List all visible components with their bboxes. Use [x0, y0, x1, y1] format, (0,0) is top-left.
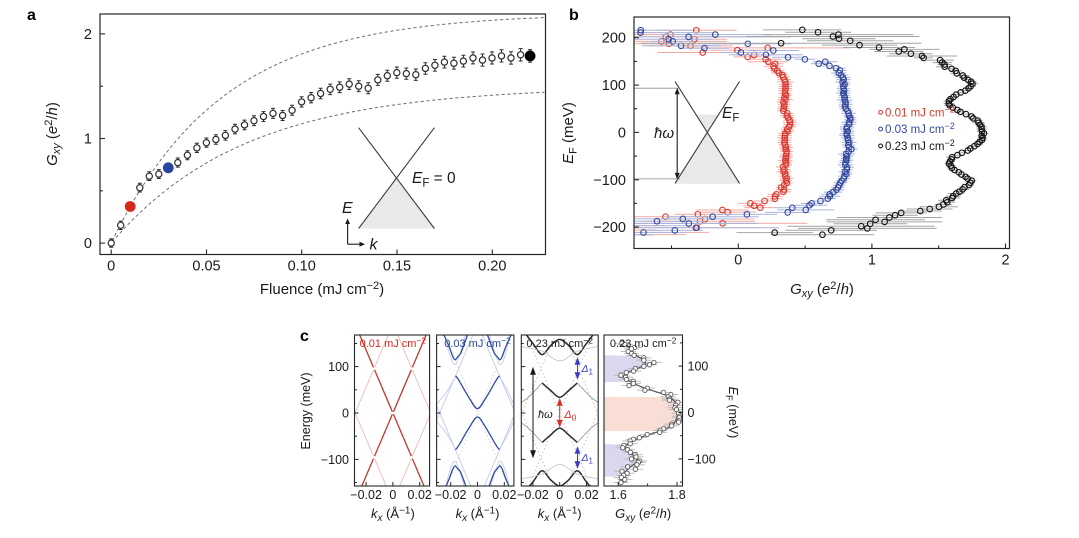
svg-text:EF: EF	[722, 105, 739, 125]
svg-text:Gxy (e2/h): Gxy (e2/h)	[43, 102, 63, 166]
svg-text:−200: −200	[593, 220, 626, 236]
svg-text:0.01 mJ cm−2: 0.01 mJ cm−2	[885, 104, 955, 119]
svg-text:0.15: 0.15	[383, 259, 411, 275]
svg-text:0.02: 0.02	[574, 488, 598, 502]
svg-text:k: k	[370, 237, 379, 254]
svg-text:−100: −100	[688, 452, 716, 466]
svg-text:1: 1	[84, 132, 92, 148]
svg-text:2: 2	[84, 27, 92, 43]
svg-text:−0.02: −0.02	[517, 488, 549, 502]
svg-text:100: 100	[602, 78, 626, 94]
svg-text:EF = 0: EF = 0	[412, 170, 456, 190]
svg-text:Δ0: Δ0	[563, 409, 576, 423]
svg-text:0.23 mJ cm−2: 0.23 mJ cm−2	[885, 138, 955, 153]
svg-text:EF (meV): EF (meV)	[560, 102, 580, 164]
svg-text:Δ1: Δ1	[581, 363, 594, 377]
svg-text:0: 0	[474, 488, 481, 502]
svg-text:0.10: 0.10	[288, 259, 316, 275]
svg-text:Energy (meV): Energy (meV)	[299, 372, 313, 449]
svg-text:1.8: 1.8	[668, 488, 685, 502]
svg-text:0.01 mJ cm−2: 0.01 mJ cm−2	[360, 336, 427, 351]
svg-text:Fluence (mJ cm−2): Fluence (mJ cm−2)	[260, 280, 384, 298]
svg-text:0.02: 0.02	[408, 488, 432, 502]
svg-text:E: E	[342, 200, 353, 217]
svg-text:0: 0	[107, 259, 115, 275]
svg-text:0: 0	[618, 125, 626, 141]
svg-text:2: 2	[1001, 253, 1009, 269]
svg-text:b: b	[569, 7, 579, 24]
svg-text:0.03 mJ cm−2: 0.03 mJ cm−2	[885, 121, 955, 136]
svg-text:0.03 mJ cm−2: 0.03 mJ cm−2	[444, 336, 511, 351]
svg-text:100: 100	[328, 360, 349, 374]
svg-text:−100: −100	[593, 173, 626, 189]
svg-text:0: 0	[84, 236, 92, 252]
svg-text:0: 0	[389, 488, 396, 502]
svg-text:200: 200	[602, 31, 626, 47]
svg-text:ħω: ħω	[654, 125, 674, 142]
svg-text:c: c	[300, 328, 309, 345]
svg-text:100: 100	[688, 360, 709, 374]
svg-text:EF (meV): EF (meV)	[723, 387, 740, 439]
svg-text:0: 0	[688, 406, 695, 420]
svg-text:0: 0	[342, 407, 349, 421]
svg-text:kx (Å−1): kx (Å−1)	[538, 506, 582, 525]
svg-text:−0.02: −0.02	[350, 488, 382, 502]
svg-text:Gxy (e2/h): Gxy (e2/h)	[615, 506, 671, 525]
svg-text:0.20: 0.20	[478, 259, 506, 275]
svg-text:−100: −100	[321, 453, 349, 467]
svg-text:0: 0	[556, 488, 563, 502]
svg-text:ħω: ħω	[538, 409, 553, 421]
svg-text:kx (Å−1): kx (Å−1)	[456, 506, 500, 525]
svg-text:0.02: 0.02	[492, 488, 516, 502]
svg-text:0.23 mJ cm−2: 0.23 mJ cm−2	[526, 336, 593, 351]
svg-text:0: 0	[734, 253, 742, 269]
svg-text:1.6: 1.6	[610, 488, 627, 502]
svg-text:0.05: 0.05	[192, 259, 220, 275]
svg-text:kx (Å−1): kx (Å−1)	[371, 506, 415, 525]
svg-text:a: a	[27, 7, 36, 24]
svg-text:1: 1	[868, 253, 876, 269]
svg-text:Gxy (e2/h): Gxy (e2/h)	[790, 280, 854, 300]
svg-text:Δ1: Δ1	[581, 452, 594, 466]
svg-text:0.23 mJ cm−2: 0.23 mJ cm−2	[610, 336, 677, 351]
svg-text:−0.02: −0.02	[435, 488, 467, 502]
